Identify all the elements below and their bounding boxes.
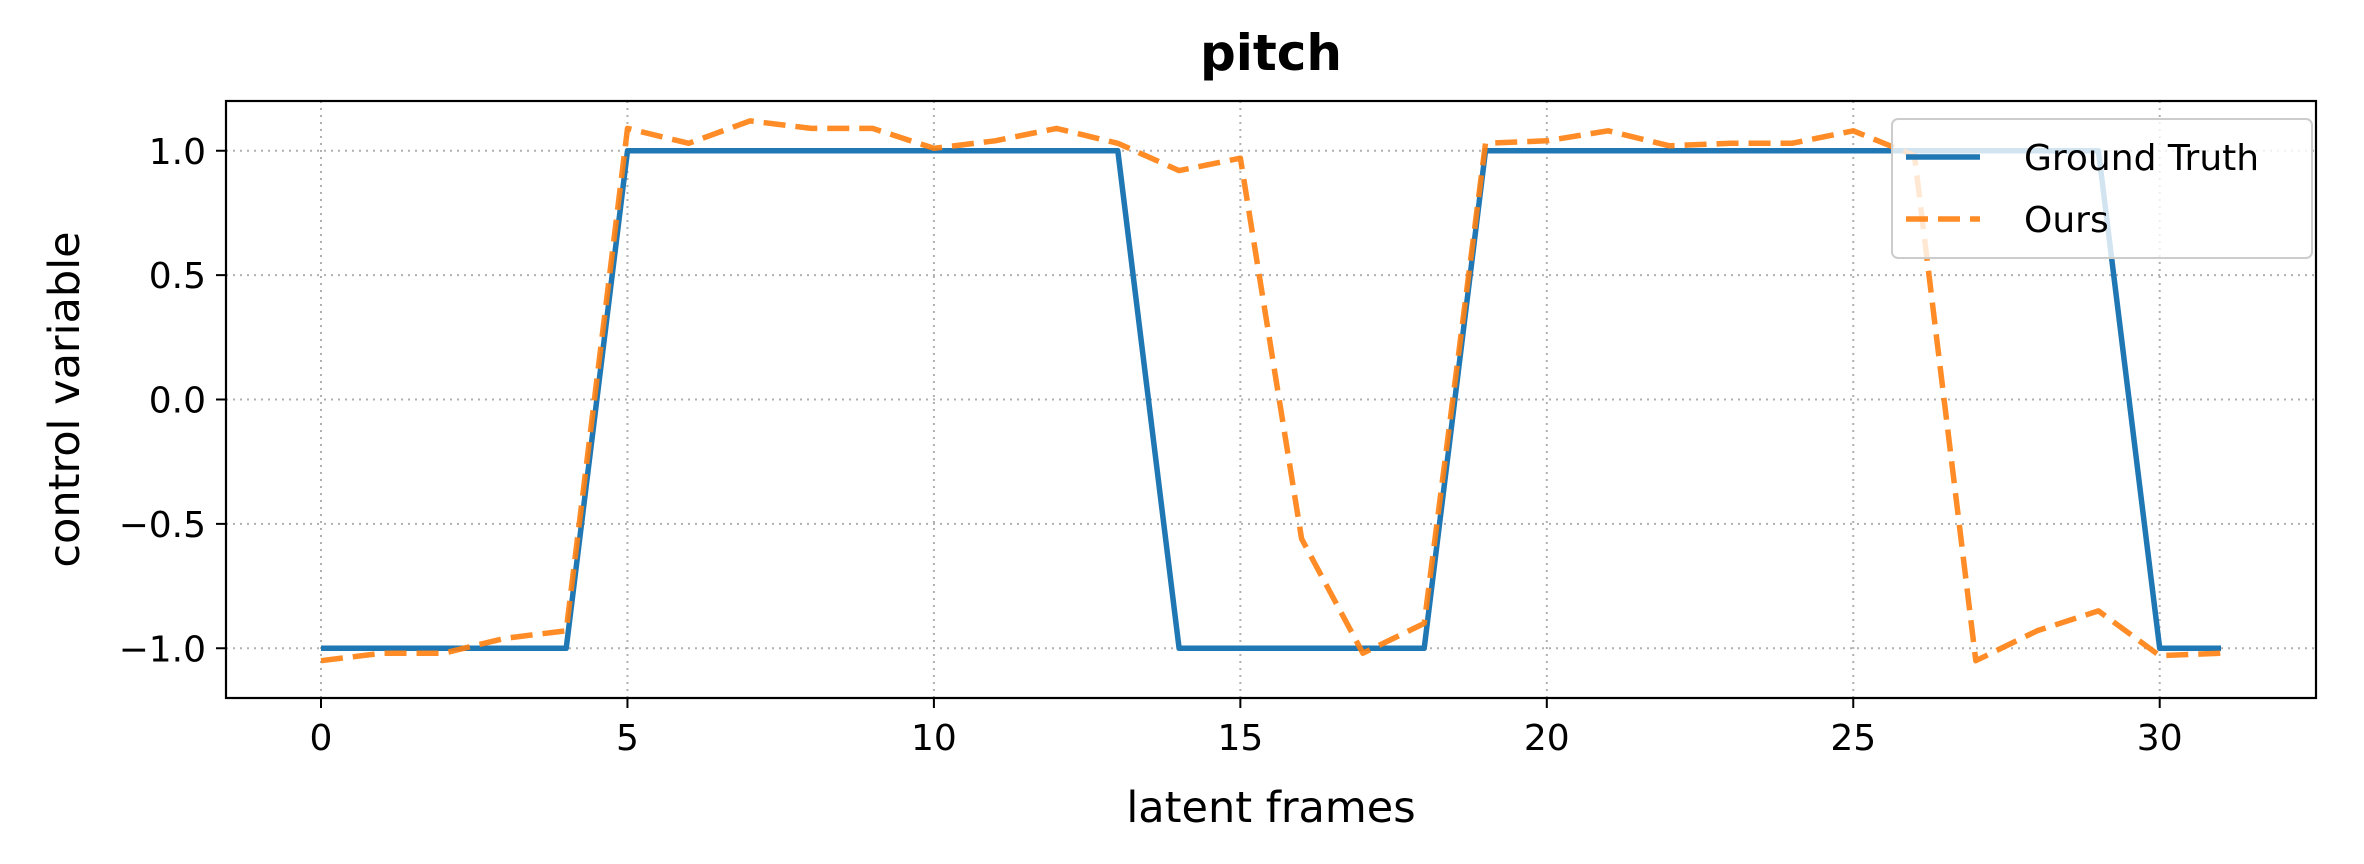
chart-title: pitch	[1200, 24, 1342, 82]
y-tick-label: 0.5	[149, 256, 206, 297]
legend-box	[1891, 118, 2313, 259]
x-tick-label: 5	[616, 718, 639, 759]
y-tick-label: −0.5	[119, 505, 206, 546]
legend-label-ours: Ours	[2024, 200, 2109, 241]
y-tick-label: 0.0	[149, 381, 206, 422]
y-axis-label: control variable	[40, 231, 90, 567]
x-axis-label: latent frames	[1126, 783, 1415, 833]
legend-label-ground-truth: Ground Truth	[2024, 138, 2259, 179]
x-tick-label: 25	[1830, 718, 1876, 759]
x-tick-label: 30	[2137, 718, 2183, 759]
axis-ticks: 0 5 10 15 20 25 30 −1.0 −0.5 0.0 0.5 1.0	[119, 132, 2183, 759]
x-tick-label: 10	[911, 718, 957, 759]
legend: Ground Truth Ours	[1891, 118, 2313, 259]
y-tick-label: 1.0	[149, 132, 206, 173]
x-tick-label: 20	[1524, 718, 1570, 759]
y-tick-label: −1.0	[119, 629, 206, 670]
x-tick-label: 0	[310, 718, 333, 759]
x-tick-label: 15	[1217, 718, 1263, 759]
